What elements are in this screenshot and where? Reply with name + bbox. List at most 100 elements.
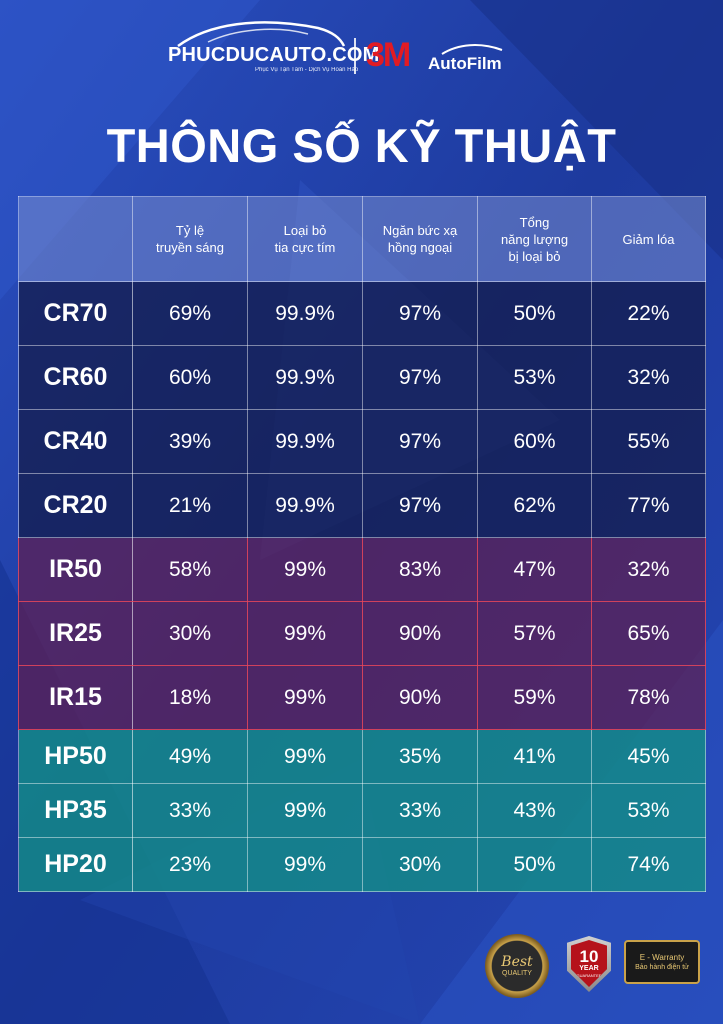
- e-warranty-sub: Bảo hành điện tử: [635, 963, 689, 971]
- value-cell: 41%: [477, 729, 592, 784]
- site-tagline: Phục Vụ Tận Tâm - Dịch Vụ Hoàn Hảo: [255, 67, 359, 73]
- best-quality-badge: Best QUALITY: [485, 934, 549, 998]
- value-cell: 30%: [132, 601, 248, 666]
- value-cell: 33%: [362, 783, 478, 838]
- product-name-cell: CR70: [18, 281, 133, 346]
- value-cell: 99%: [247, 537, 363, 602]
- value-cell: 35%: [362, 729, 478, 784]
- value-cell: 43%: [477, 783, 592, 838]
- value-cell: 99.9%: [247, 345, 363, 410]
- value-cell: 57%: [477, 601, 592, 666]
- header-cell-empty: [18, 196, 133, 282]
- header-cell: Ngăn bức xạ hồng ngoại: [362, 196, 478, 282]
- value-cell: 18%: [132, 665, 248, 730]
- value-cell: 47%: [477, 537, 592, 602]
- value-cell: 99.9%: [247, 409, 363, 474]
- value-cell: 78%: [591, 665, 706, 730]
- value-cell: 22%: [591, 281, 706, 346]
- value-cell: 99%: [247, 601, 363, 666]
- value-cell: 97%: [362, 473, 478, 538]
- value-cell: 99.9%: [247, 281, 363, 346]
- product-name-cell: CR40: [18, 409, 133, 474]
- value-cell: 32%: [591, 537, 706, 602]
- value-cell: 74%: [591, 837, 706, 892]
- 3m-logo: 3M: [366, 36, 411, 74]
- value-cell: 53%: [591, 783, 706, 838]
- header-text-line: hồng ngoại: [387, 240, 453, 255]
- product-name-cell: IR15: [18, 665, 133, 730]
- value-cell: 53%: [477, 345, 592, 410]
- value-cell: 97%: [362, 345, 478, 410]
- ten-year-guarantee-badge: 10 YEAR GUARANTEE: [567, 936, 611, 992]
- header-text-line: Loại bỏ: [283, 223, 327, 238]
- table-row: CR20 21% 99.9% 97% 62% 77%: [18, 473, 706, 538]
- e-warranty-badge: E - Warranty Bảo hành điện tử: [624, 940, 700, 984]
- table-row: HP50 49% 99% 35% 41% 45%: [18, 729, 706, 784]
- e-warranty-title: E - Warranty: [639, 952, 685, 962]
- value-cell: 21%: [132, 473, 248, 538]
- value-cell: 45%: [591, 729, 706, 784]
- logo-divider: [354, 38, 356, 74]
- best-quality-sub: QUALITY: [502, 969, 532, 977]
- value-cell: 99%: [247, 783, 363, 838]
- autofilm-logo-text: AutoFilm: [428, 54, 502, 73]
- value-cell: 99%: [247, 729, 363, 784]
- warranty-number: 10: [579, 947, 599, 966]
- warranty-unit: YEAR: [579, 965, 599, 972]
- value-cell: 90%: [362, 665, 478, 730]
- value-cell: 60%: [132, 345, 248, 410]
- header-text-line: Tỷ lệ: [175, 223, 205, 238]
- value-cell: 39%: [132, 409, 248, 474]
- header-cell: Tổng năng lượng bị loại bỏ: [477, 196, 592, 282]
- page-title: THÔNG SỐ KỸ THUẬT: [106, 119, 617, 172]
- value-cell: 65%: [591, 601, 706, 666]
- autofilm-car-icon: [441, 44, 503, 55]
- value-cell: 99%: [247, 665, 363, 730]
- value-cell: 23%: [132, 837, 248, 892]
- table-header-row: Tỷ lệ truyền sáng Loại bỏ tia cực tím Ngăn b…: [18, 196, 706, 282]
- table-row: HP20 23% 99% 30% 50% 74%: [18, 837, 706, 892]
- value-cell: 90%: [362, 601, 478, 666]
- header-text-line: truyền sáng: [156, 240, 224, 255]
- badges: Best QUALITY 10 YEAR GUARANTEE E - Warra…: [0, 928, 723, 1008]
- value-cell: 55%: [591, 409, 706, 474]
- product-name-cell: CR60: [18, 345, 133, 410]
- header: PHUCDUCAUTO.COM Phục Vụ Tận Tâm - Dịch V…: [0, 18, 723, 88]
- header-text-line: Ngăn bức xạ: [382, 223, 458, 238]
- product-name-cell: HP35: [18, 783, 133, 838]
- value-cell: 62%: [477, 473, 592, 538]
- header-text-line: năng lượng: [500, 231, 569, 247]
- table-body: CR70 69% 99.9% 97% 50% 22% CR60 60% 99.9% 97% 53% 3…: [18, 281, 706, 892]
- table-row: CR70 69% 99.9% 97% 50% 22%: [18, 281, 706, 346]
- header-text-line: Giảm lóa: [622, 231, 675, 247]
- value-cell: 97%: [362, 409, 478, 474]
- product-name-cell: IR25: [18, 601, 133, 666]
- product-name-cell: IR50: [18, 537, 133, 602]
- header-text-line: bị loại bỏ: [508, 248, 561, 264]
- table-row: CR40 39% 99.9% 97% 60% 55%: [18, 409, 706, 474]
- value-cell: 99.9%: [247, 473, 363, 538]
- table-row: CR60 60% 99.9% 97% 53% 32%: [18, 345, 706, 410]
- value-cell: 50%: [477, 837, 592, 892]
- value-cell: 69%: [132, 281, 248, 346]
- car-silhouette-icon: [177, 21, 346, 48]
- site-logo-text: PHUCDUCAUTO.COM: [168, 44, 380, 66]
- header-text-line: Tổng: [519, 214, 550, 230]
- product-name-cell: HP50: [18, 729, 133, 784]
- value-cell: 49%: [132, 729, 248, 784]
- value-cell: 58%: [132, 537, 248, 602]
- table-row: IR50 58% 99% 83% 47% 32%: [18, 537, 706, 602]
- header-cell: Tỷ lệ truyền sáng: [132, 196, 248, 282]
- value-cell: 97%: [362, 281, 478, 346]
- table-row: HP35 33% 99% 33% 43% 53%: [18, 783, 706, 838]
- value-cell: 50%: [477, 281, 592, 346]
- table-row: IR15 18% 99% 90% 59% 78%: [18, 665, 706, 730]
- header-cell: Loại bỏ tia cực tím: [247, 196, 363, 282]
- value-cell: 33%: [132, 783, 248, 838]
- best-quality-title: Best: [501, 953, 533, 970]
- value-cell: 77%: [591, 473, 706, 538]
- value-cell: 60%: [477, 409, 592, 474]
- warranty-label: GUARANTEE: [576, 973, 602, 978]
- spec-table: Tỷ lệ truyền sáng Loại bỏ tia cực tím Ngăn b…: [18, 196, 706, 892]
- value-cell: 32%: [591, 345, 706, 410]
